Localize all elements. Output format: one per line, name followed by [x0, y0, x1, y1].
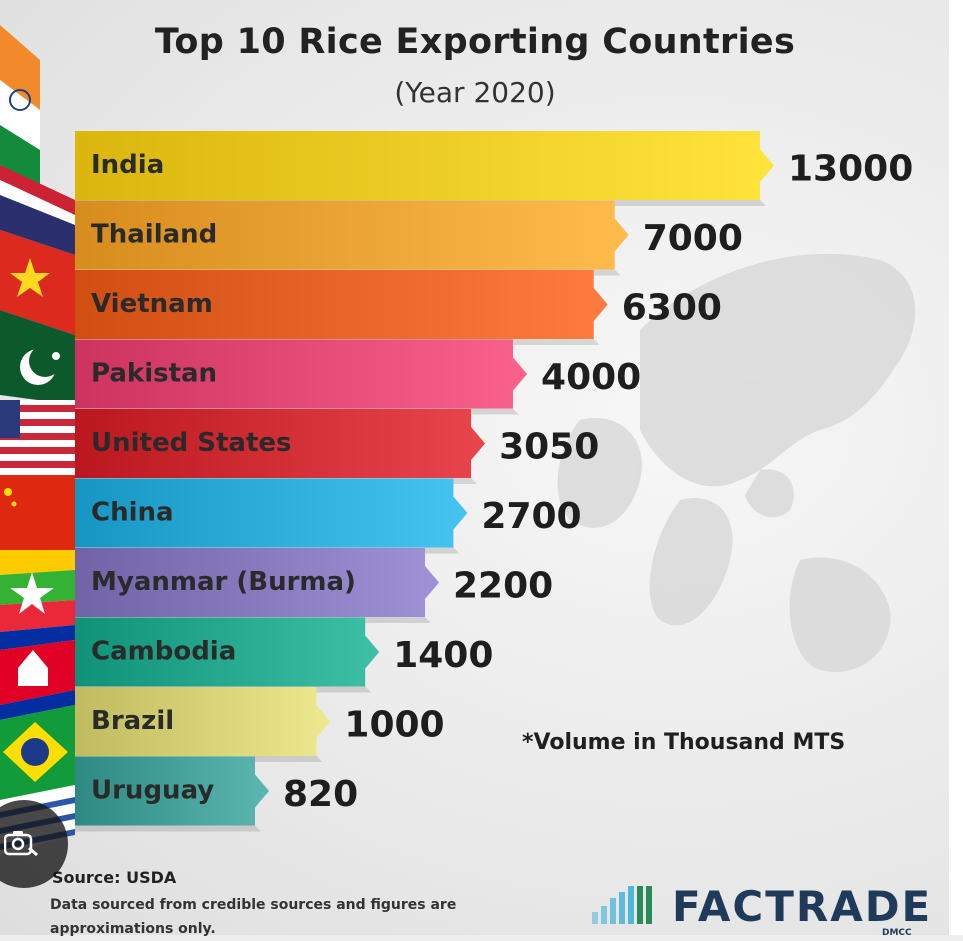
- value-label: 2700: [481, 496, 581, 537]
- bar-uruguay: [75, 756, 269, 826]
- pakistan-flag-icon: [0, 310, 75, 405]
- category-label: Brazil: [91, 706, 174, 736]
- value-label: 13000: [788, 149, 913, 190]
- logo-text: FACTRADE: [672, 882, 933, 931]
- bar-group: Vietnam 6300: [75, 270, 722, 345]
- bar-group: Brazil 1000: [75, 687, 445, 762]
- value-label: 6300: [622, 288, 722, 329]
- logo-subtext: DMCC: [882, 928, 912, 938]
- bar-myanmar-burma: [75, 548, 439, 617]
- value-label: 7000: [643, 218, 743, 259]
- vietnam-flag-icon: [0, 230, 75, 335]
- myanmar-flag-icon: [0, 550, 75, 632]
- flags-column: [0, 25, 75, 855]
- bar-thailand: [75, 200, 629, 270]
- category-label: Thailand: [91, 220, 217, 250]
- bar-brazil: [75, 687, 331, 756]
- bar-shadow: [75, 825, 261, 832]
- bar-group: Cambodia 1400: [75, 617, 493, 693]
- bar-china: [75, 478, 468, 548]
- unit-note: *Volume in Thousand MTS: [522, 730, 846, 755]
- bar-group: Pakistan 4000: [75, 339, 641, 415]
- china-flag-icon: [0, 475, 75, 550]
- value-label: 820: [283, 774, 358, 815]
- category-label: India: [91, 150, 164, 180]
- bar-united-states: [75, 409, 486, 478]
- category-label: Myanmar (Burma): [91, 567, 356, 597]
- bar-pakistan: [75, 339, 528, 409]
- camera-search-icon: [4, 831, 38, 856]
- right-edge-strip: [949, 0, 963, 935]
- category-label: United States: [91, 428, 292, 458]
- bar-group: China 2700: [75, 478, 582, 554]
- value-label: 4000: [541, 357, 641, 398]
- category-label: China: [91, 498, 174, 528]
- brazil-flag-icon: [0, 705, 75, 800]
- cambodia-flag-icon: [0, 625, 75, 720]
- value-label: 2200: [453, 566, 553, 607]
- value-label: 3050: [499, 427, 599, 468]
- thailand-flag-icon: [0, 165, 75, 255]
- bar-group: Thailand 7000: [75, 200, 743, 276]
- chart-title: Top 10 Rice Exporting Countries: [154, 22, 796, 62]
- bar-india: [75, 131, 774, 200]
- bar-group: United States 3050: [75, 409, 599, 484]
- bar-group: Myanmar (Burma) 2200: [75, 548, 553, 623]
- category-label: Vietnam: [91, 289, 213, 319]
- logo-bars-icon: [592, 886, 662, 924]
- bar-group: India 13000: [75, 131, 913, 206]
- bars-layer: India 13000 Thailand 7000 Vietnam 6300 Pakista…: [75, 131, 913, 832]
- disclaimer-text: Data sourced from credible sources and f…: [50, 897, 457, 937]
- bar-vietnam: [75, 270, 608, 339]
- source-text: Source: USDA: [52, 868, 177, 887]
- visual-search-button[interactable]: [0, 800, 68, 888]
- category-label: Cambodia: [91, 637, 236, 667]
- world-map-background: [557, 253, 916, 672]
- factrade-logo: FACTRADE DMCC: [592, 880, 937, 938]
- bar-group: Uruguay 820: [75, 756, 358, 832]
- chart-subtitle: (Year 2020): [394, 76, 556, 109]
- category-label: Uruguay: [91, 776, 214, 806]
- category-label: Pakistan: [91, 359, 217, 389]
- bar-cambodia: [75, 617, 380, 687]
- us-flag-icon: [0, 400, 75, 475]
- india-flag-icon: [0, 25, 40, 185]
- value-label: 1400: [393, 635, 493, 676]
- value-label: 1000: [344, 705, 444, 746]
